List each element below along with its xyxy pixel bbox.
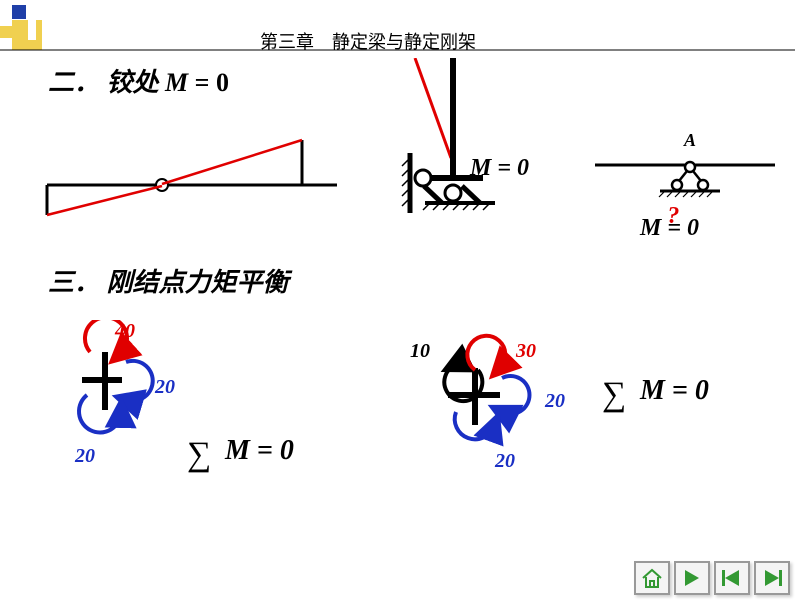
home-icon <box>640 567 664 589</box>
section-2-var: M <box>165 68 188 97</box>
moment2-right: 20 <box>545 390 565 413</box>
sum-m-eq-0-1: ∑M = 0 <box>185 435 294 475</box>
prev-icon <box>721 567 743 589</box>
label-A: A <box>684 130 696 151</box>
play-icon <box>681 567 703 589</box>
svg-text:∑: ∑ <box>602 376 626 413</box>
nav-next-button[interactable] <box>754 561 790 595</box>
nav-prev-button[interactable] <box>714 561 750 595</box>
section-3-text: 刚结点力矩平衡 <box>107 268 289 297</box>
nav-home-button[interactable] <box>634 561 670 595</box>
pin-support-diagram <box>590 145 780 205</box>
moment1-bot: 20 <box>75 445 95 468</box>
section-3-heading: 三． 刚结点力矩平衡 <box>48 262 289 299</box>
chapter-title: 第三章 静定梁与静定刚架 <box>260 28 476 54</box>
m-eq-0-label-1: M = 0 <box>470 155 529 182</box>
moment2-topL: 10 <box>410 340 430 363</box>
svg-text:∑: ∑ <box>187 436 211 473</box>
next-icon <box>761 567 783 589</box>
moment2-topR: 30 <box>516 340 536 363</box>
beam-hinge-diagram <box>42 120 342 230</box>
nav-bar <box>634 561 790 595</box>
section-2-num: 二． <box>48 68 100 97</box>
nav-next-slide-button[interactable] <box>674 561 710 595</box>
section-2-text: 铰处 <box>107 68 159 97</box>
sum-m-eq-0-2: ∑M = 0 <box>600 375 709 415</box>
moment1-right: 20 <box>155 376 175 399</box>
m-eq-0-label-2: M =? 0 <box>640 215 699 242</box>
section-2-heading: 二． 铰处 M = 0 <box>48 62 229 99</box>
slide: 第三章 静定梁与静定刚架 二． 铰处 M = 0 <box>0 0 800 600</box>
corner-decoration <box>0 0 80 65</box>
section-2-eq: = 0 <box>188 68 229 97</box>
section-3-num: 三． <box>48 268 100 297</box>
moment1-top: 40 <box>115 320 135 343</box>
moment2-bot: 20 <box>495 450 515 473</box>
fixed-hinge-diagram <box>365 58 545 233</box>
